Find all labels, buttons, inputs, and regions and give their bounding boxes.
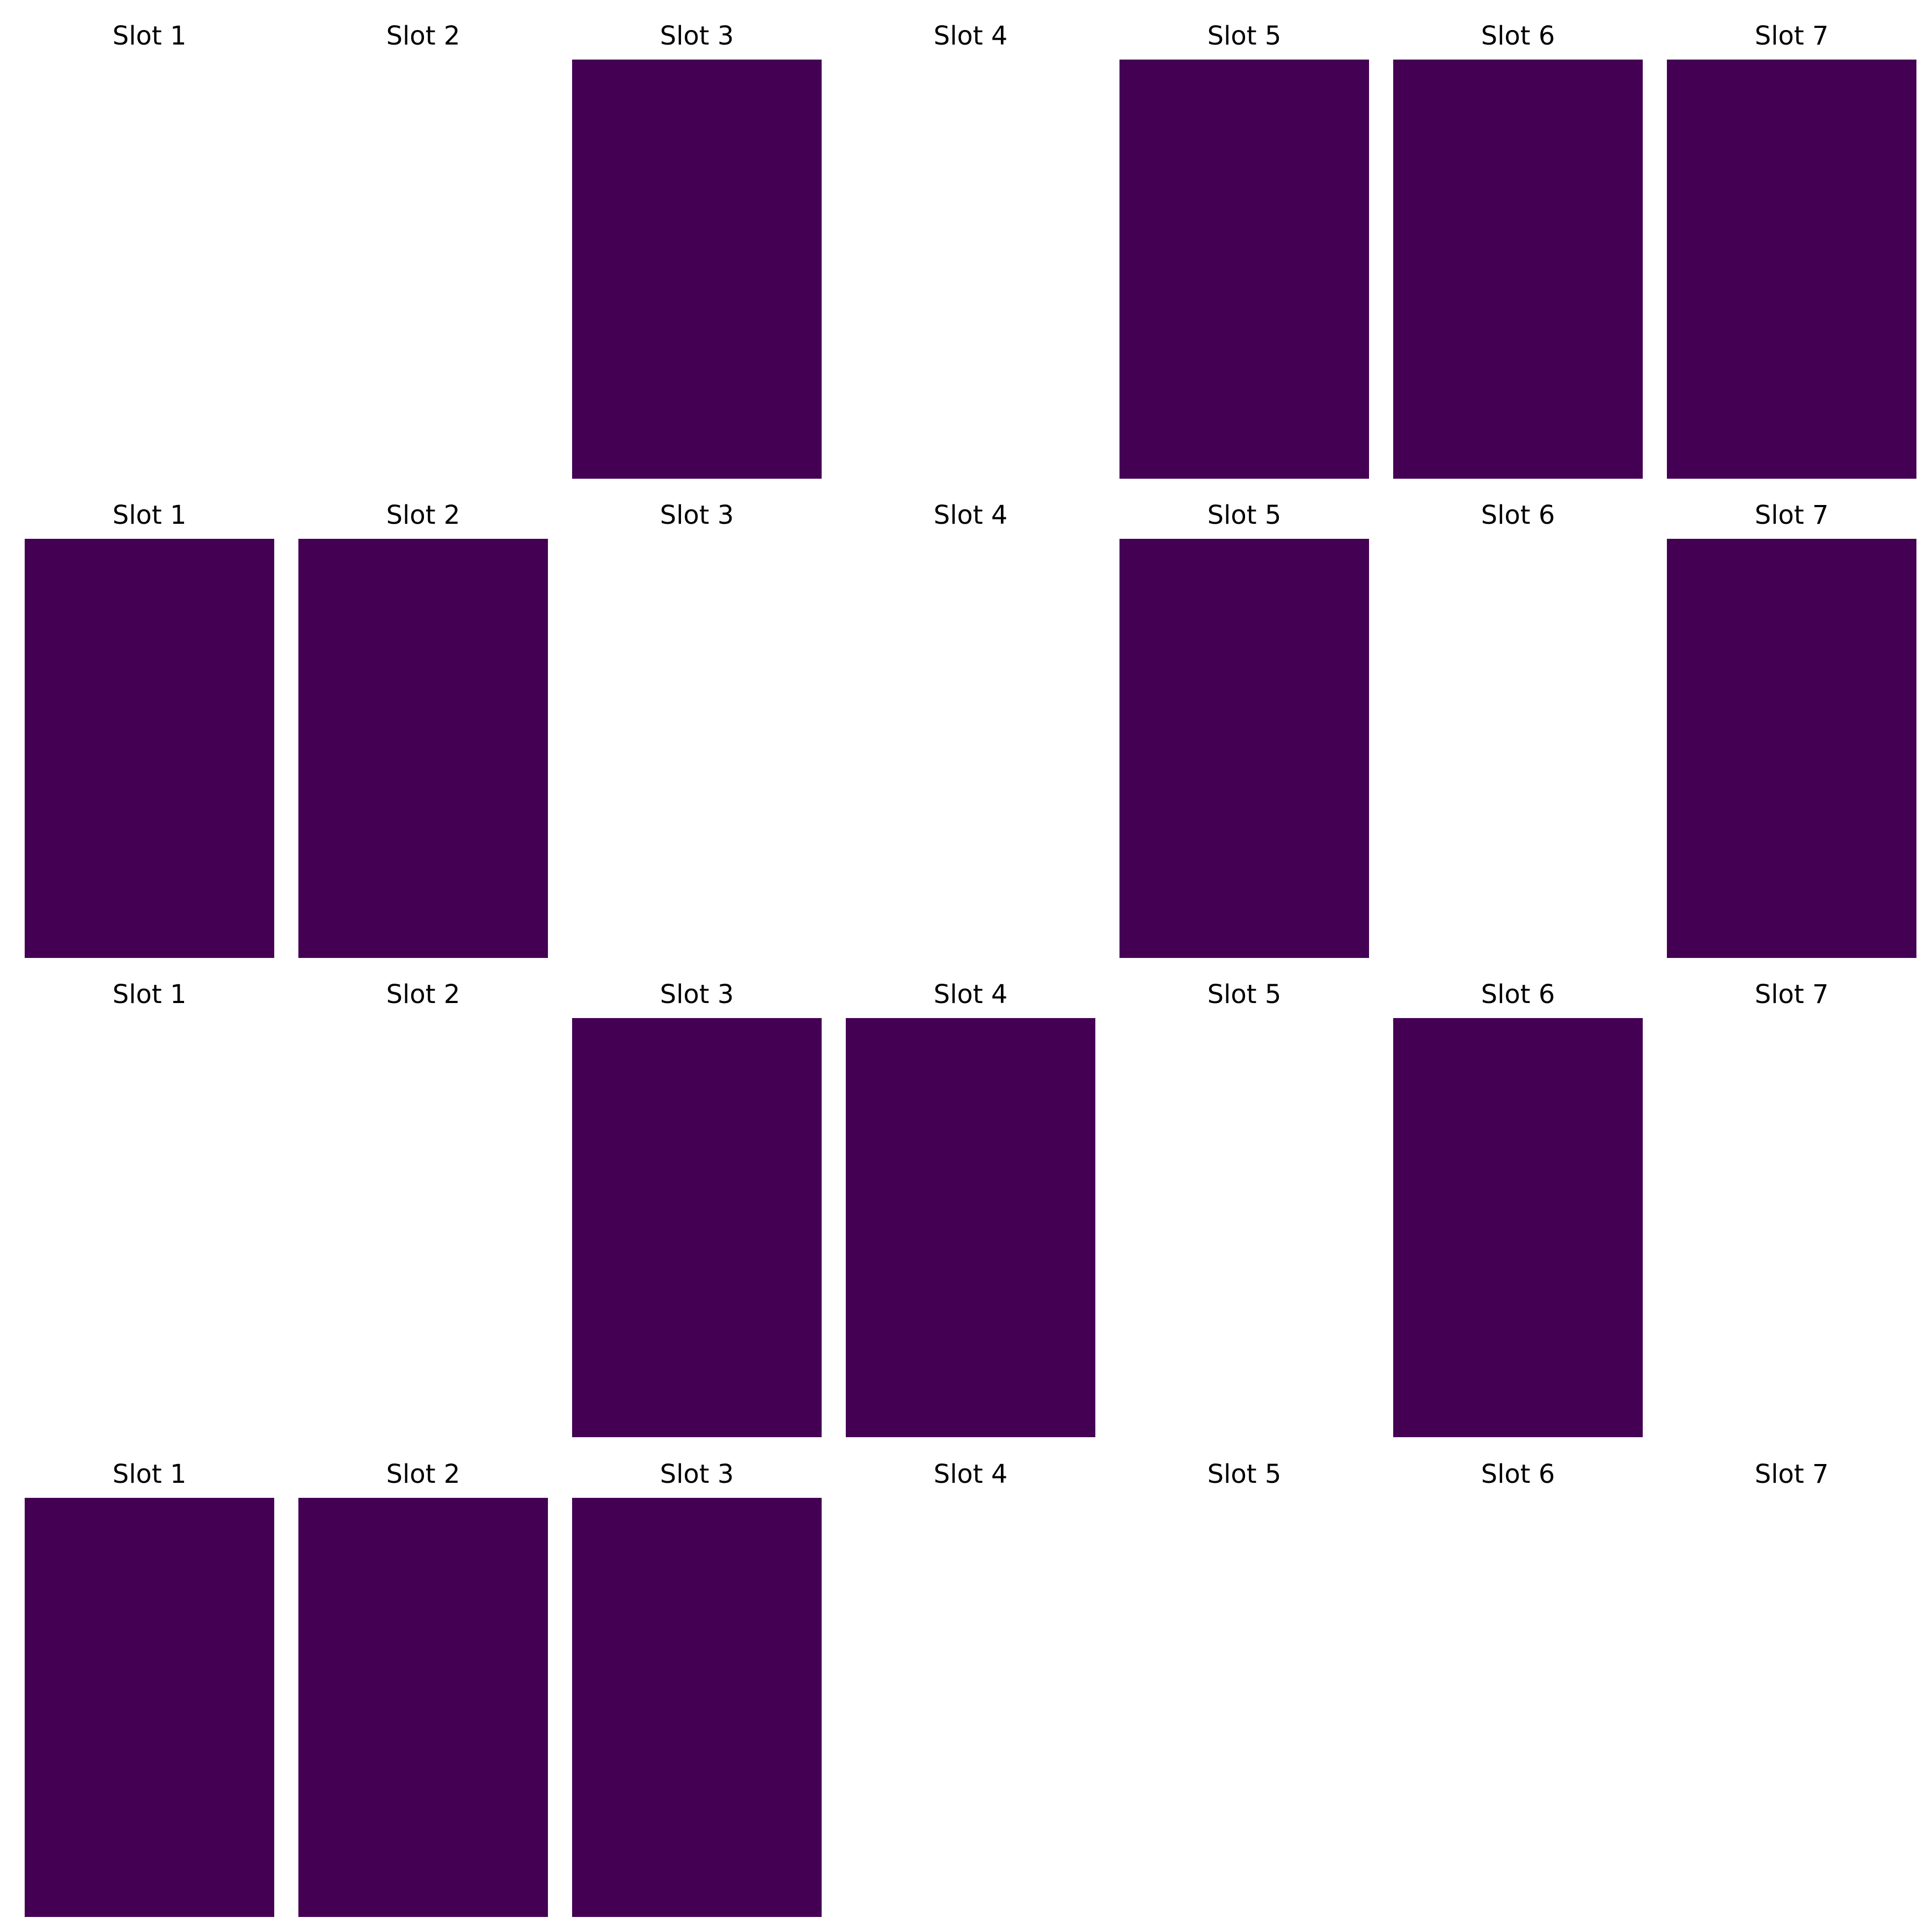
slot-cell: Slot 2 bbox=[298, 979, 548, 1437]
slot-empty-block bbox=[298, 60, 548, 479]
slot-empty-block bbox=[1119, 1498, 1369, 1917]
slot-filled-block bbox=[1667, 60, 1916, 479]
slot-cell: Slot 4 bbox=[846, 1459, 1095, 1917]
slot-empty-block bbox=[25, 1018, 274, 1437]
slot-empty-block bbox=[1667, 1498, 1916, 1917]
slot-cell: Slot 1 bbox=[25, 979, 274, 1437]
slot-label: Slot 6 bbox=[1481, 1459, 1555, 1489]
slot-empty-block bbox=[298, 1018, 548, 1437]
slot-filled-block bbox=[298, 1498, 548, 1917]
slot-label: Slot 7 bbox=[1755, 21, 1829, 51]
slot-filled-block bbox=[846, 1018, 1095, 1437]
slot-label: Slot 3 bbox=[660, 979, 734, 1009]
slot-filled-block bbox=[1393, 60, 1643, 479]
slot-cell: Slot 3 bbox=[572, 979, 822, 1437]
slot-cell: Slot 2 bbox=[298, 500, 548, 958]
slot-cell: Slot 4 bbox=[846, 979, 1095, 1437]
slot-empty-block bbox=[1119, 1018, 1369, 1437]
slot-label: Slot 1 bbox=[113, 1459, 187, 1489]
slot-label: Slot 3 bbox=[660, 1459, 734, 1489]
slot-empty-block bbox=[25, 60, 274, 479]
slot-filled-block bbox=[572, 60, 822, 479]
slot-label: Slot 7 bbox=[1755, 500, 1829, 530]
slot-cell: Slot 6 bbox=[1393, 500, 1643, 958]
slot-filled-block bbox=[25, 1498, 274, 1917]
slot-cell: Slot 6 bbox=[1393, 1459, 1643, 1917]
slot-cell: Slot 7 bbox=[1667, 1459, 1916, 1917]
slot-filled-block bbox=[25, 539, 274, 958]
slot-label: Slot 2 bbox=[386, 500, 460, 530]
slot-label: Slot 6 bbox=[1481, 979, 1555, 1009]
slot-empty-block bbox=[1393, 539, 1643, 958]
slot-empty-block bbox=[1667, 1018, 1916, 1437]
slot-label: Slot 6 bbox=[1481, 21, 1555, 51]
slot-filled-block bbox=[298, 539, 548, 958]
slot-empty-block bbox=[846, 539, 1095, 958]
slot-row-2: Slot 1 Slot 2 Slot 3 Slot 4 Slot 5 Slot 6 Slot… bbox=[25, 500, 1916, 958]
slot-cell: Slot 6 bbox=[1393, 21, 1643, 479]
slot-row-3: Slot 1 Slot 2 Slot 3 Slot 4 Slot 5 Slot 6 Slot… bbox=[25, 979, 1916, 1437]
slot-cell: Slot 2 bbox=[298, 1459, 548, 1917]
slot-filled-block bbox=[1119, 60, 1369, 479]
slot-label: Slot 5 bbox=[1208, 21, 1282, 51]
slot-label: Slot 7 bbox=[1755, 979, 1829, 1009]
slot-cell: Slot 2 bbox=[298, 21, 548, 479]
slot-cell: Slot 4 bbox=[846, 500, 1095, 958]
slot-label: Slot 3 bbox=[660, 500, 734, 530]
slot-cell: Slot 6 bbox=[1393, 979, 1643, 1437]
slot-filled-block bbox=[572, 1498, 822, 1917]
slot-cell: Slot 3 bbox=[572, 1459, 822, 1917]
slot-label: Slot 4 bbox=[934, 1459, 1008, 1489]
slot-label: Slot 7 bbox=[1755, 1459, 1829, 1489]
slot-row-4: Slot 1 Slot 2 Slot 3 Slot 4 Slot 5 Slot 6 Slot… bbox=[25, 1459, 1916, 1917]
slot-label: Slot 4 bbox=[934, 979, 1008, 1009]
slot-cell: Slot 7 bbox=[1667, 979, 1916, 1437]
slot-label: Slot 1 bbox=[113, 21, 187, 51]
slot-cell: Slot 3 bbox=[572, 21, 822, 479]
slot-cell: Slot 5 bbox=[1119, 1459, 1369, 1917]
slot-label: Slot 3 bbox=[660, 21, 734, 51]
slot-label: Slot 6 bbox=[1481, 500, 1555, 530]
slot-filled-block bbox=[572, 1018, 822, 1437]
slot-cell: Slot 3 bbox=[572, 500, 822, 958]
slot-empty-block bbox=[1393, 1498, 1643, 1917]
slot-label: Slot 5 bbox=[1208, 979, 1282, 1009]
slot-label: Slot 2 bbox=[386, 1459, 460, 1489]
slot-cell: Slot 7 bbox=[1667, 21, 1916, 479]
slot-label: Slot 5 bbox=[1208, 1459, 1282, 1489]
slot-filled-block bbox=[1119, 539, 1369, 958]
slot-label: Slot 4 bbox=[934, 21, 1008, 51]
slot-label: Slot 2 bbox=[386, 21, 460, 51]
slot-row-1: Slot 1 Slot 2 Slot 3 Slot 4 Slot 5 Slot 6 Slot… bbox=[25, 21, 1916, 479]
slot-label: Slot 1 bbox=[113, 500, 187, 530]
slot-cell: Slot 1 bbox=[25, 1459, 274, 1917]
slot-cell: Slot 4 bbox=[846, 21, 1095, 479]
slot-empty-block bbox=[846, 60, 1095, 479]
slot-empty-block bbox=[846, 1498, 1095, 1917]
slot-label: Slot 1 bbox=[113, 979, 187, 1009]
slot-label: Slot 5 bbox=[1208, 500, 1282, 530]
slot-label: Slot 2 bbox=[386, 979, 460, 1009]
slot-cell: Slot 1 bbox=[25, 21, 274, 479]
slot-cell: Slot 1 bbox=[25, 500, 274, 958]
slot-filled-block bbox=[1393, 1018, 1643, 1437]
slot-filled-block bbox=[1667, 539, 1916, 958]
slot-cell: Slot 7 bbox=[1667, 500, 1916, 958]
slot-empty-block bbox=[572, 539, 822, 958]
slot-cell: Slot 5 bbox=[1119, 21, 1369, 479]
slot-cell: Slot 5 bbox=[1119, 500, 1369, 958]
slot-label: Slot 4 bbox=[934, 500, 1008, 530]
slot-cell: Slot 5 bbox=[1119, 979, 1369, 1437]
